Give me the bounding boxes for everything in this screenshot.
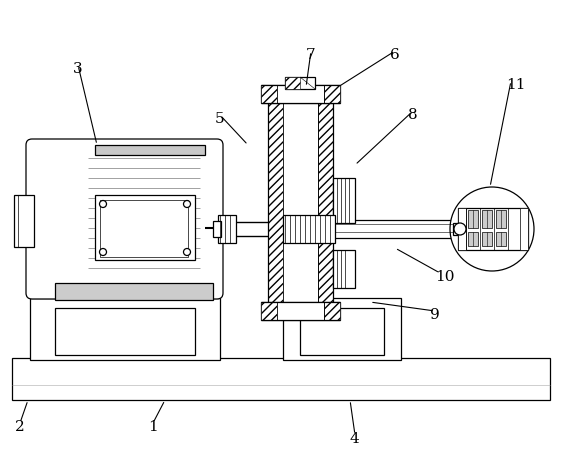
Text: 8: 8 [408,108,418,122]
Bar [458,208,466,250]
Circle shape [183,248,190,256]
Bar [496,232,506,246]
Polygon shape [318,98,333,316]
Bar [261,85,340,103]
Bar [195,155,217,283]
Bar [482,232,492,246]
Bar [95,145,205,155]
Circle shape [450,187,534,271]
Polygon shape [268,98,283,316]
Polygon shape [285,77,300,89]
Bar [277,302,324,320]
Circle shape [100,248,107,256]
Circle shape [183,201,190,207]
Bar [55,308,195,355]
Text: 6: 6 [390,48,400,62]
Bar [14,195,34,247]
Polygon shape [324,85,340,103]
Bar [30,298,220,360]
Text: 2: 2 [15,420,25,434]
Bar [482,210,492,228]
FancyBboxPatch shape [26,139,223,299]
Bar [213,221,221,237]
Bar [100,200,188,257]
Polygon shape [261,302,277,320]
Bar [333,250,355,288]
Polygon shape [324,302,340,320]
Bar [283,215,335,243]
Polygon shape [261,85,277,103]
Bar [283,98,318,316]
Bar [285,77,315,89]
Bar [468,232,478,246]
Bar [261,302,340,320]
Circle shape [100,201,107,207]
Text: 3: 3 [73,62,83,76]
Bar [520,208,528,250]
Bar [300,308,384,355]
Text: 7: 7 [306,48,315,62]
Bar [283,298,401,360]
Text: 1: 1 [148,420,158,434]
Bar [277,85,324,103]
Bar [496,210,506,228]
Bar [218,215,236,243]
Bar [468,210,478,228]
Circle shape [454,223,466,235]
Bar [453,223,460,235]
Text: 9: 9 [430,308,440,322]
Text: 4: 4 [350,432,360,446]
Bar [268,98,333,316]
Bar [32,155,87,283]
Bar [12,358,550,400]
Bar [333,178,355,223]
Bar [458,208,528,250]
Bar [55,283,213,300]
Text: 11: 11 [506,78,526,92]
Bar [95,195,195,260]
Bar [333,220,455,238]
Text: 5: 5 [215,112,225,126]
Text: 10: 10 [435,270,455,284]
